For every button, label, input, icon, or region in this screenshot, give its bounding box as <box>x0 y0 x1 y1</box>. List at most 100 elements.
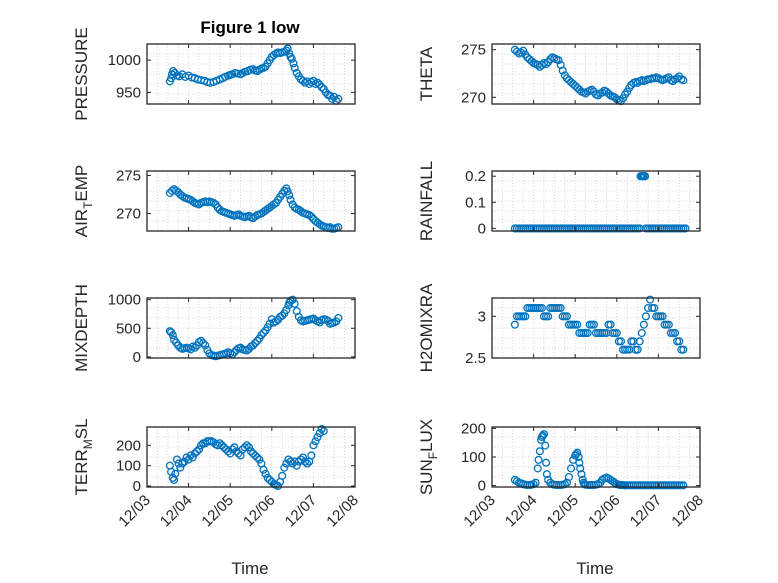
data-point <box>234 449 243 458</box>
axes-box <box>146 426 356 488</box>
data-point <box>242 441 251 450</box>
y-tick-label: 200 <box>116 437 141 454</box>
data-point <box>192 447 201 456</box>
y-tick-label: 275 <box>116 168 141 185</box>
data-point <box>257 331 266 340</box>
data-point <box>286 457 295 466</box>
x-tick-label: 12/07 <box>282 492 321 531</box>
data-point <box>637 328 646 338</box>
data-point <box>188 197 197 206</box>
data-point <box>313 433 322 442</box>
data-point <box>194 445 204 454</box>
data-point <box>290 203 299 212</box>
subplot-sun-flux: 0 100 200 12/03 12/04 12/05 12/06 12/07 12/08 SUN… <box>417 419 707 531</box>
data-point <box>251 451 260 460</box>
data-point <box>658 312 667 321</box>
data-point <box>576 464 585 473</box>
data-point <box>290 299 299 308</box>
scatter-series <box>165 295 343 361</box>
ylabel-1: THETA <box>417 46 436 101</box>
data-point <box>670 328 680 338</box>
scatter-series <box>165 44 343 105</box>
subplot-pressure: 950 1000 PRESSURE <box>72 27 356 121</box>
data-point <box>180 457 189 466</box>
data-point <box>317 424 326 434</box>
data-point <box>178 459 187 468</box>
ylabel-6: TERRMSL <box>72 418 95 495</box>
x-tick-label: 12/05 <box>543 492 582 531</box>
grid <box>147 171 355 231</box>
subplot-air-temp: 270 275 AIRTEMP <box>72 165 356 237</box>
data-point <box>558 66 567 75</box>
data-point <box>679 345 688 354</box>
y-tick-label: 0.2 <box>465 168 486 185</box>
data-point <box>234 210 243 219</box>
subplot-theta: 270 275 THETA <box>417 42 701 106</box>
y-tick-label: 270 <box>461 89 486 106</box>
data-point <box>311 437 320 446</box>
y-tick-label: 0 <box>478 220 486 237</box>
data-point <box>577 470 586 479</box>
ylabel-5: H2OMIXRA <box>417 283 436 372</box>
data-point <box>544 312 553 321</box>
data-point <box>315 429 324 438</box>
data-point <box>641 312 650 321</box>
data-point <box>566 464 576 473</box>
y-tick-label: 275 <box>461 42 486 59</box>
data-point <box>172 455 182 464</box>
data-point <box>249 449 258 458</box>
subplot-terr-msl: 0 100 200 12/03 12/04 12/05 12/06 12/07 12/08 TER… <box>72 418 362 530</box>
data-point <box>190 449 199 458</box>
data-point <box>255 455 264 464</box>
data-point <box>269 200 278 209</box>
data-point <box>542 470 551 479</box>
y-tick-label: 0.1 <box>465 194 486 211</box>
data-point <box>510 320 519 329</box>
data-point <box>271 317 281 326</box>
data-point <box>533 464 542 473</box>
data-point <box>287 54 296 63</box>
subplot-mixdepth: 0 500 1000 MIXDEPTH <box>72 284 356 372</box>
y-tick-label: 1000 <box>108 292 141 309</box>
data-point <box>589 320 598 329</box>
data-point <box>288 295 297 304</box>
data-point <box>230 348 239 357</box>
data-point <box>224 447 233 456</box>
data-point <box>562 312 571 321</box>
data-point <box>538 431 547 440</box>
data-point <box>263 473 272 482</box>
data-point <box>280 463 289 472</box>
data-point <box>230 443 239 452</box>
data-point <box>228 445 237 454</box>
data-point <box>679 76 688 85</box>
data-point <box>286 52 295 61</box>
data-point <box>240 443 249 452</box>
data-point <box>307 212 316 221</box>
x-tick-label: 12/06 <box>585 492 624 531</box>
data-point <box>283 44 292 53</box>
data-point <box>253 453 262 462</box>
ylabel-7: SUNFLUX <box>417 419 440 495</box>
data-point <box>215 205 224 214</box>
data-point <box>289 59 298 68</box>
data-point <box>280 186 289 195</box>
data-point <box>315 220 324 229</box>
ylabel-0: PRESSURE <box>72 27 91 121</box>
data-point <box>219 443 229 452</box>
data-point <box>664 320 673 329</box>
data-point <box>251 212 260 221</box>
x-tick-label: 12/07 <box>627 492 666 531</box>
axes-box <box>146 170 356 232</box>
y-tick-label: 2.5 <box>465 350 486 367</box>
data-point <box>261 469 270 478</box>
scatter-series <box>510 45 688 106</box>
data-point <box>650 303 659 313</box>
data-point <box>186 451 195 460</box>
x-tick-label: 12/04 <box>502 492 541 531</box>
scatter-series <box>510 172 690 233</box>
data-point <box>330 92 339 101</box>
data-point <box>542 59 551 69</box>
data-point <box>253 336 262 345</box>
data-point <box>259 465 268 474</box>
